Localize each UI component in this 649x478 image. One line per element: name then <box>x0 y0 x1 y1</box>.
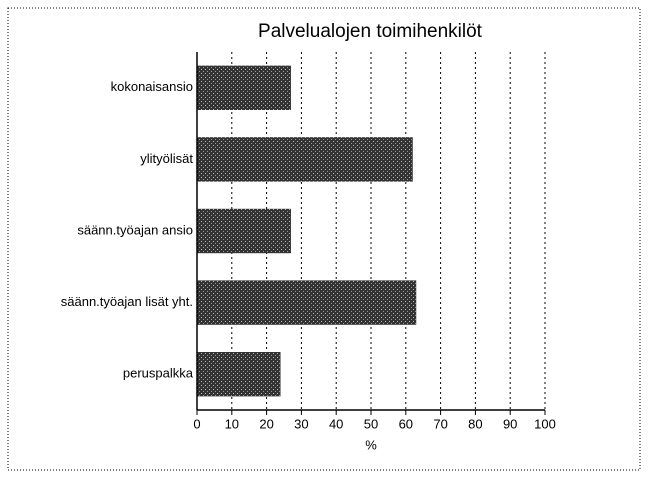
x-tick-label: 60 <box>399 416 413 431</box>
y-tick-label: ylityölisät <box>140 151 193 166</box>
x-tick-label: 40 <box>329 416 343 431</box>
x-tick-label: 20 <box>259 416 273 431</box>
y-tick-label: kokonaisansio <box>111 79 193 94</box>
x-tick-label: 50 <box>364 416 378 431</box>
bar-texture <box>197 280 417 325</box>
x-axis-label: % <box>365 437 377 452</box>
x-tick-label: 70 <box>433 416 447 431</box>
frame <box>7 7 641 471</box>
chart-title: Palvelualojen toimihenkilöt <box>258 21 483 42</box>
bar-texture <box>197 65 291 110</box>
y-tick-label: säänn.työajan ansio <box>77 222 193 237</box>
y-tick-label: peruspalkka <box>123 366 194 381</box>
x-tick-label: 90 <box>503 416 517 431</box>
bar-texture <box>197 137 413 182</box>
x-tick-label: 0 <box>193 416 200 431</box>
bar-texture <box>197 352 281 397</box>
x-tick-label: 80 <box>468 416 482 431</box>
x-tick-label: 30 <box>294 416 308 431</box>
bar-texture <box>197 208 291 254</box>
y-tick-label: säänn.työajan lisät yht. <box>61 294 193 309</box>
x-tick-label: 10 <box>225 416 239 431</box>
x-tick-label: 100 <box>534 416 556 431</box>
